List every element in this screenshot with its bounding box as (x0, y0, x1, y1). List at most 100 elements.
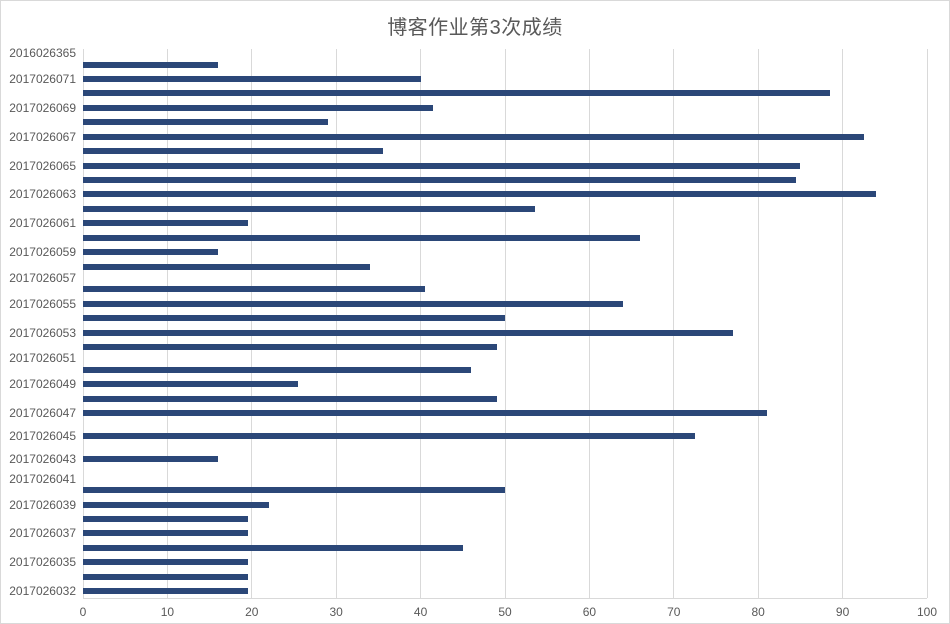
chart-row: 2017026067 (9, 130, 927, 144)
chart-row (83, 202, 927, 216)
category-label: 2016026365 (9, 46, 76, 61)
bar (83, 300, 624, 307)
bar (83, 191, 877, 198)
bar (83, 90, 830, 97)
bar (83, 588, 248, 595)
chart-row: 2017026069 (9, 101, 927, 115)
x-axis-line (83, 598, 927, 599)
category-label: 2017026063 (9, 187, 76, 202)
bar (83, 177, 797, 183)
category-label: 2017026057 (9, 270, 76, 285)
bar (83, 315, 505, 322)
chart-title: 博客作业第3次成绩 (387, 17, 563, 39)
bar (83, 263, 370, 270)
chart-row (83, 311, 927, 325)
category-label: 2017026051 (9, 351, 76, 366)
bar (83, 381, 299, 388)
bar (83, 234, 641, 241)
bar (83, 329, 733, 336)
category-label: 2017026067 (9, 129, 76, 144)
bar (83, 410, 767, 417)
chart-row: 2017026053 (9, 325, 927, 340)
chart-row (83, 282, 927, 296)
chart-row (83, 115, 927, 129)
chart-row (83, 230, 927, 244)
category-label: 2017026037 (9, 526, 76, 541)
gridline (251, 49, 253, 598)
bar (83, 501, 269, 508)
chart-row (83, 420, 927, 428)
chart-row: 2017026065 (9, 158, 927, 173)
bar (83, 559, 248, 566)
bar (83, 455, 219, 462)
category-label: 2017026059 (9, 245, 76, 260)
chart-row (83, 363, 927, 377)
x-tick-label: 30 (329, 605, 343, 619)
bar (83, 286, 425, 293)
gridline (166, 49, 168, 598)
gridline (82, 49, 84, 598)
category-label: 2017026065 (9, 158, 76, 173)
category-label: 2017026069 (9, 100, 76, 115)
chart-row: 2017026063 (9, 187, 927, 201)
chart-row: 2017026047 (9, 406, 927, 420)
chart-row: 2017026061 (9, 216, 927, 230)
bar (83, 573, 248, 580)
category-label: 2017026041 (9, 471, 76, 486)
x-tick-label: 40 (413, 605, 428, 619)
chart-row (83, 86, 927, 100)
x-tick-label: 20 (245, 605, 259, 619)
chart-row (83, 57, 927, 71)
bar (83, 220, 248, 227)
chart-row: 2016026365 (9, 46, 927, 60)
bar (83, 530, 248, 537)
chart-row (83, 340, 927, 354)
category-label: 2017026035 (9, 555, 76, 570)
category-label: 2017026032 (9, 584, 76, 599)
bar (83, 61, 219, 68)
bar (83, 544, 463, 551)
bar (83, 76, 421, 83)
gridline (926, 49, 928, 598)
bar (83, 515, 248, 522)
chart-row: 2017026055 (9, 297, 927, 311)
category-label: 2017026043 (9, 451, 76, 466)
bar (83, 433, 695, 440)
chart-row (83, 443, 927, 451)
chart-row: 2017026045 (9, 429, 927, 443)
chart-row: 2017026057 (9, 271, 927, 285)
category-label: 2017026055 (9, 296, 76, 311)
x-tick-label: 70 (667, 605, 681, 619)
chart-row: 2017026043 (9, 452, 927, 466)
chart-row: 2017026035 (9, 555, 927, 569)
chart-row: 2017026051 (9, 351, 927, 365)
bar (83, 366, 472, 373)
category-label: 2017026047 (9, 406, 76, 421)
category-label: 2017026039 (9, 497, 76, 512)
x-tick-label: 90 (835, 605, 850, 619)
x-tick-label: 10 (160, 605, 175, 619)
bar (83, 133, 864, 140)
chart-row: 2017026049 (9, 377, 927, 391)
category-label: 2017026053 (9, 325, 76, 340)
gridline (335, 49, 337, 598)
gridline (842, 49, 844, 598)
chart-row (83, 541, 927, 555)
bar (83, 104, 434, 111)
bar (83, 249, 219, 256)
category-label: 2017026045 (9, 429, 76, 444)
gridline (673, 49, 675, 598)
chart-row (83, 512, 927, 526)
category-label: 2017026071 (9, 72, 76, 87)
bar (83, 487, 505, 494)
chart-row: 2017026032 (9, 584, 927, 598)
chart-row: 2017026039 (9, 497, 927, 512)
chart-row: 2017026037 (9, 526, 927, 540)
gridline (588, 49, 590, 598)
chart-row: 2017026071 (9, 72, 927, 86)
chart-row (83, 483, 927, 497)
chart-row: 2017026041 (9, 472, 927, 486)
bar (83, 344, 497, 351)
chart-row (83, 466, 927, 474)
